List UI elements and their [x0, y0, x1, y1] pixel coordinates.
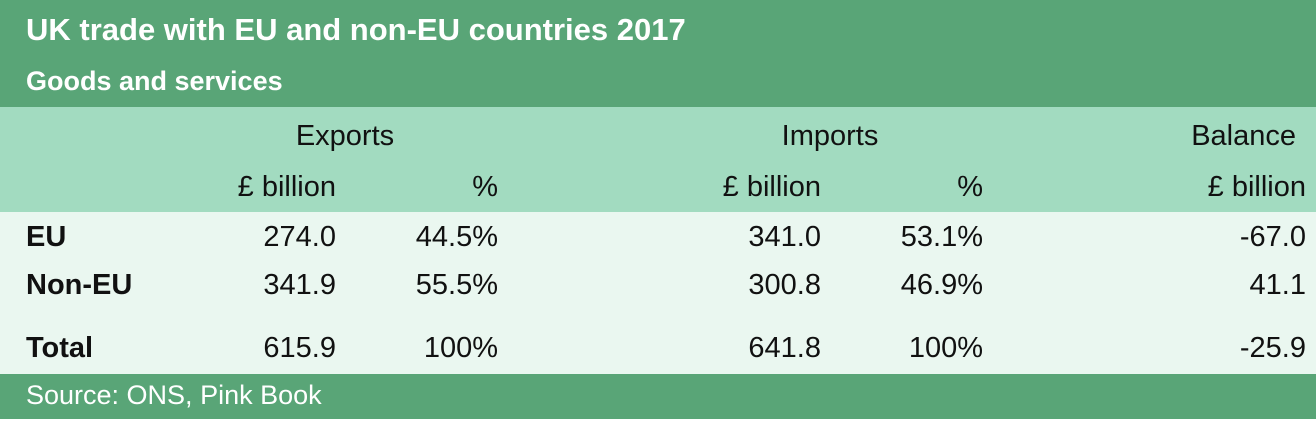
- body-band: EU 274.0 44.5% 341.0 53.1% -67.0 Non-EU …: [0, 212, 1316, 374]
- group-header-balance: Balance: [1191, 120, 1296, 152]
- cell-total-exports-percent: 100%: [423, 332, 498, 364]
- group-header-imports: Imports: [781, 120, 879, 152]
- group-header-exports: Exports: [295, 120, 395, 152]
- row-label-non-eu: Non-EU: [26, 269, 133, 301]
- cell-total-exports-value: 615.9: [263, 332, 336, 364]
- cell-eu-exports-percent: 44.5%: [415, 221, 498, 253]
- unit-header-balance-value: £ billion: [1207, 171, 1306, 203]
- cell-eu-imports-percent: 53.1%: [900, 221, 983, 253]
- table-subtitle: Goods and services: [26, 66, 283, 96]
- table-title: UK trade with EU and non-EU countries 20…: [26, 12, 686, 47]
- cell-non-eu-exports-value: 341.9: [263, 269, 336, 301]
- unit-header-imports-percent: %: [957, 171, 983, 203]
- source-band: Source: ONS, Pink Book: [0, 374, 1316, 419]
- cell-non-eu-imports-percent: 46.9%: [900, 269, 983, 301]
- cell-total-imports-value: 641.8: [748, 332, 821, 364]
- cell-total-imports-percent: 100%: [908, 332, 983, 364]
- cell-non-eu-balance: 41.1: [1249, 269, 1306, 301]
- unit-header-exports-percent: %: [472, 171, 498, 203]
- title-band: UK trade with EU and non-EU countries 20…: [0, 0, 1316, 107]
- cell-non-eu-imports-value: 300.8: [748, 269, 821, 301]
- row-label-eu: EU: [26, 221, 67, 253]
- cell-non-eu-exports-percent: 55.5%: [415, 269, 498, 301]
- cell-eu-imports-value: 341.0: [748, 221, 821, 253]
- cell-total-balance: -25.9: [1239, 332, 1306, 364]
- cell-eu-exports-value: 274.0: [263, 221, 336, 253]
- unit-header-exports-value: £ billion: [237, 171, 336, 203]
- header-band: Exports Imports Balance £ billion % £ bi…: [0, 107, 1316, 212]
- unit-header-imports-value: £ billion: [722, 171, 821, 203]
- cell-eu-balance: -67.0: [1239, 221, 1306, 253]
- row-label-total: Total: [26, 332, 94, 364]
- source-note: Source: ONS, Pink Book: [26, 380, 322, 410]
